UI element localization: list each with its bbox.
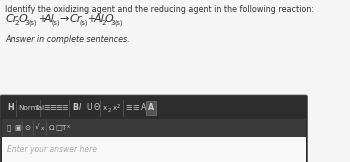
Text: 2: 2 xyxy=(15,20,20,26)
Text: □: □ xyxy=(55,125,62,131)
Text: (s): (s) xyxy=(79,20,88,27)
Text: Θ: Θ xyxy=(93,104,99,112)
Text: A: A xyxy=(148,104,154,112)
Text: ⛓: ⛓ xyxy=(7,125,12,131)
Text: 3: 3 xyxy=(25,20,29,26)
Text: ▣: ▣ xyxy=(14,125,21,131)
Text: ☰: ☰ xyxy=(49,105,56,111)
Text: U: U xyxy=(86,104,92,112)
Text: Enter your answer here: Enter your answer here xyxy=(7,145,97,154)
Text: Cr: Cr xyxy=(69,14,82,24)
Text: 2: 2 xyxy=(101,20,106,26)
FancyBboxPatch shape xyxy=(2,119,306,137)
Text: √: √ xyxy=(35,125,40,131)
Text: ☰: ☰ xyxy=(126,105,132,111)
Text: →: → xyxy=(60,14,69,24)
Text: x: x xyxy=(112,105,117,111)
Text: (s): (s) xyxy=(52,20,60,27)
Text: +: + xyxy=(38,14,46,24)
Text: Al: Al xyxy=(93,14,104,24)
FancyBboxPatch shape xyxy=(0,95,308,162)
Text: ☰: ☰ xyxy=(43,105,50,111)
Text: ☰: ☰ xyxy=(55,105,62,111)
Text: 3: 3 xyxy=(111,20,116,26)
Text: Answer in complete sentences.: Answer in complete sentences. xyxy=(5,35,130,44)
Text: +: + xyxy=(87,14,95,24)
Text: O: O xyxy=(105,14,113,24)
FancyBboxPatch shape xyxy=(2,97,306,119)
Text: ⊙: ⊙ xyxy=(25,125,31,131)
Text: (s): (s) xyxy=(28,20,36,27)
Text: x: x xyxy=(41,126,44,131)
Text: B: B xyxy=(72,104,78,112)
Text: ↕: ↕ xyxy=(35,105,41,111)
Text: H: H xyxy=(7,104,14,112)
Text: T: T xyxy=(62,125,67,131)
Text: (s): (s) xyxy=(114,20,122,27)
Text: x: x xyxy=(103,105,107,111)
Text: O: O xyxy=(19,14,27,24)
Text: Al: Al xyxy=(44,14,55,24)
Text: Ω: Ω xyxy=(48,125,54,131)
Text: Cr: Cr xyxy=(5,14,18,24)
Text: I: I xyxy=(79,104,82,112)
FancyBboxPatch shape xyxy=(2,137,306,162)
Text: Identify the oxidizing agent and the reducing agent in the following reaction:: Identify the oxidizing agent and the red… xyxy=(5,5,314,14)
Text: Normal: Normal xyxy=(19,105,44,111)
Text: A: A xyxy=(141,104,146,112)
Text: 2: 2 xyxy=(117,104,120,109)
Text: ☰: ☰ xyxy=(62,105,68,111)
Text: 2: 2 xyxy=(107,108,111,112)
Text: ☰: ☰ xyxy=(133,105,139,111)
Text: x: x xyxy=(67,124,70,129)
